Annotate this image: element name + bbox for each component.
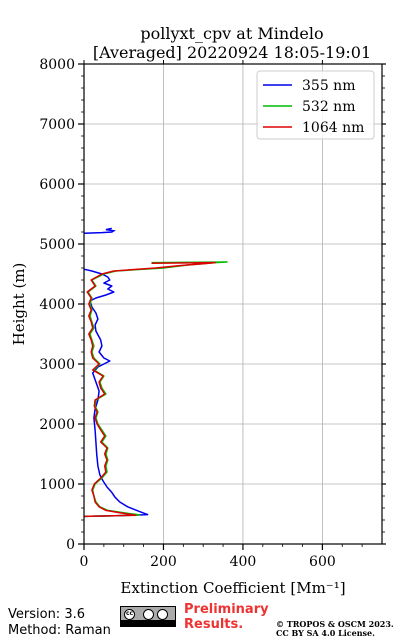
series-line-2	[83, 261, 216, 518]
y-tick-label: 8000	[39, 57, 75, 73]
chart-title-line-2: [Averaged] 20220924 18:05-19:01	[92, 43, 372, 62]
series-line-0	[83, 268, 149, 518]
legend-box	[256, 70, 375, 140]
x-tick-label: 0	[80, 554, 89, 570]
y-tick-label: 5000	[39, 237, 75, 253]
sa-icon	[157, 609, 168, 620]
y-tick-label: 6000	[39, 177, 75, 193]
series-line-0-upper	[83, 227, 116, 234]
copyright-line-1: © TROPOS & OSCM 2023.	[276, 619, 394, 629]
y-tick-label: 3000	[39, 357, 75, 373]
by-icon	[143, 609, 154, 620]
preliminary-line-2: Results.	[184, 617, 244, 632]
preliminary-notice: Preliminary Results.	[184, 602, 269, 632]
y-tick-label: 0	[66, 537, 75, 553]
x-tick-label: 200	[150, 554, 177, 570]
y-tick-label: 1000	[39, 477, 75, 493]
cc-license-badge: cc	[120, 606, 176, 627]
method-label: Method: Raman	[8, 623, 111, 638]
legend-label-2: 1064 nm	[302, 120, 364, 136]
copyright-line-2: CC BY SA 4.0 License.	[276, 628, 375, 638]
chart-title-line-1: pollyxt_cpv at Mindelo	[140, 24, 324, 43]
y-tick-label: 2000	[39, 417, 75, 433]
x-tick-label: 600	[309, 554, 336, 570]
y-tick-label: 4000	[39, 297, 75, 313]
version-label: Version: 3.6	[8, 607, 85, 622]
extinction-profile-chart: 0 200 400 600010002000300040005000600070008…	[10, 57, 386, 597]
copyright-notice: © TROPOS & OSCM 2023. CC BY SA 4.0 Licen…	[276, 620, 394, 638]
y-axis-label: Height (m)	[10, 263, 28, 346]
series-line-1	[83, 261, 228, 518]
x-axis-label: Extinction Coefficient [Mm⁻¹]	[120, 579, 345, 597]
preliminary-line-1: Preliminary	[184, 602, 269, 617]
legend-label-1: 532 nm	[302, 99, 355, 115]
cc-icon: cc	[124, 609, 135, 620]
legend-label-0: 355 nm	[302, 78, 355, 94]
y-tick-label: 7000	[39, 117, 75, 133]
x-tick-label: 400	[230, 554, 257, 570]
